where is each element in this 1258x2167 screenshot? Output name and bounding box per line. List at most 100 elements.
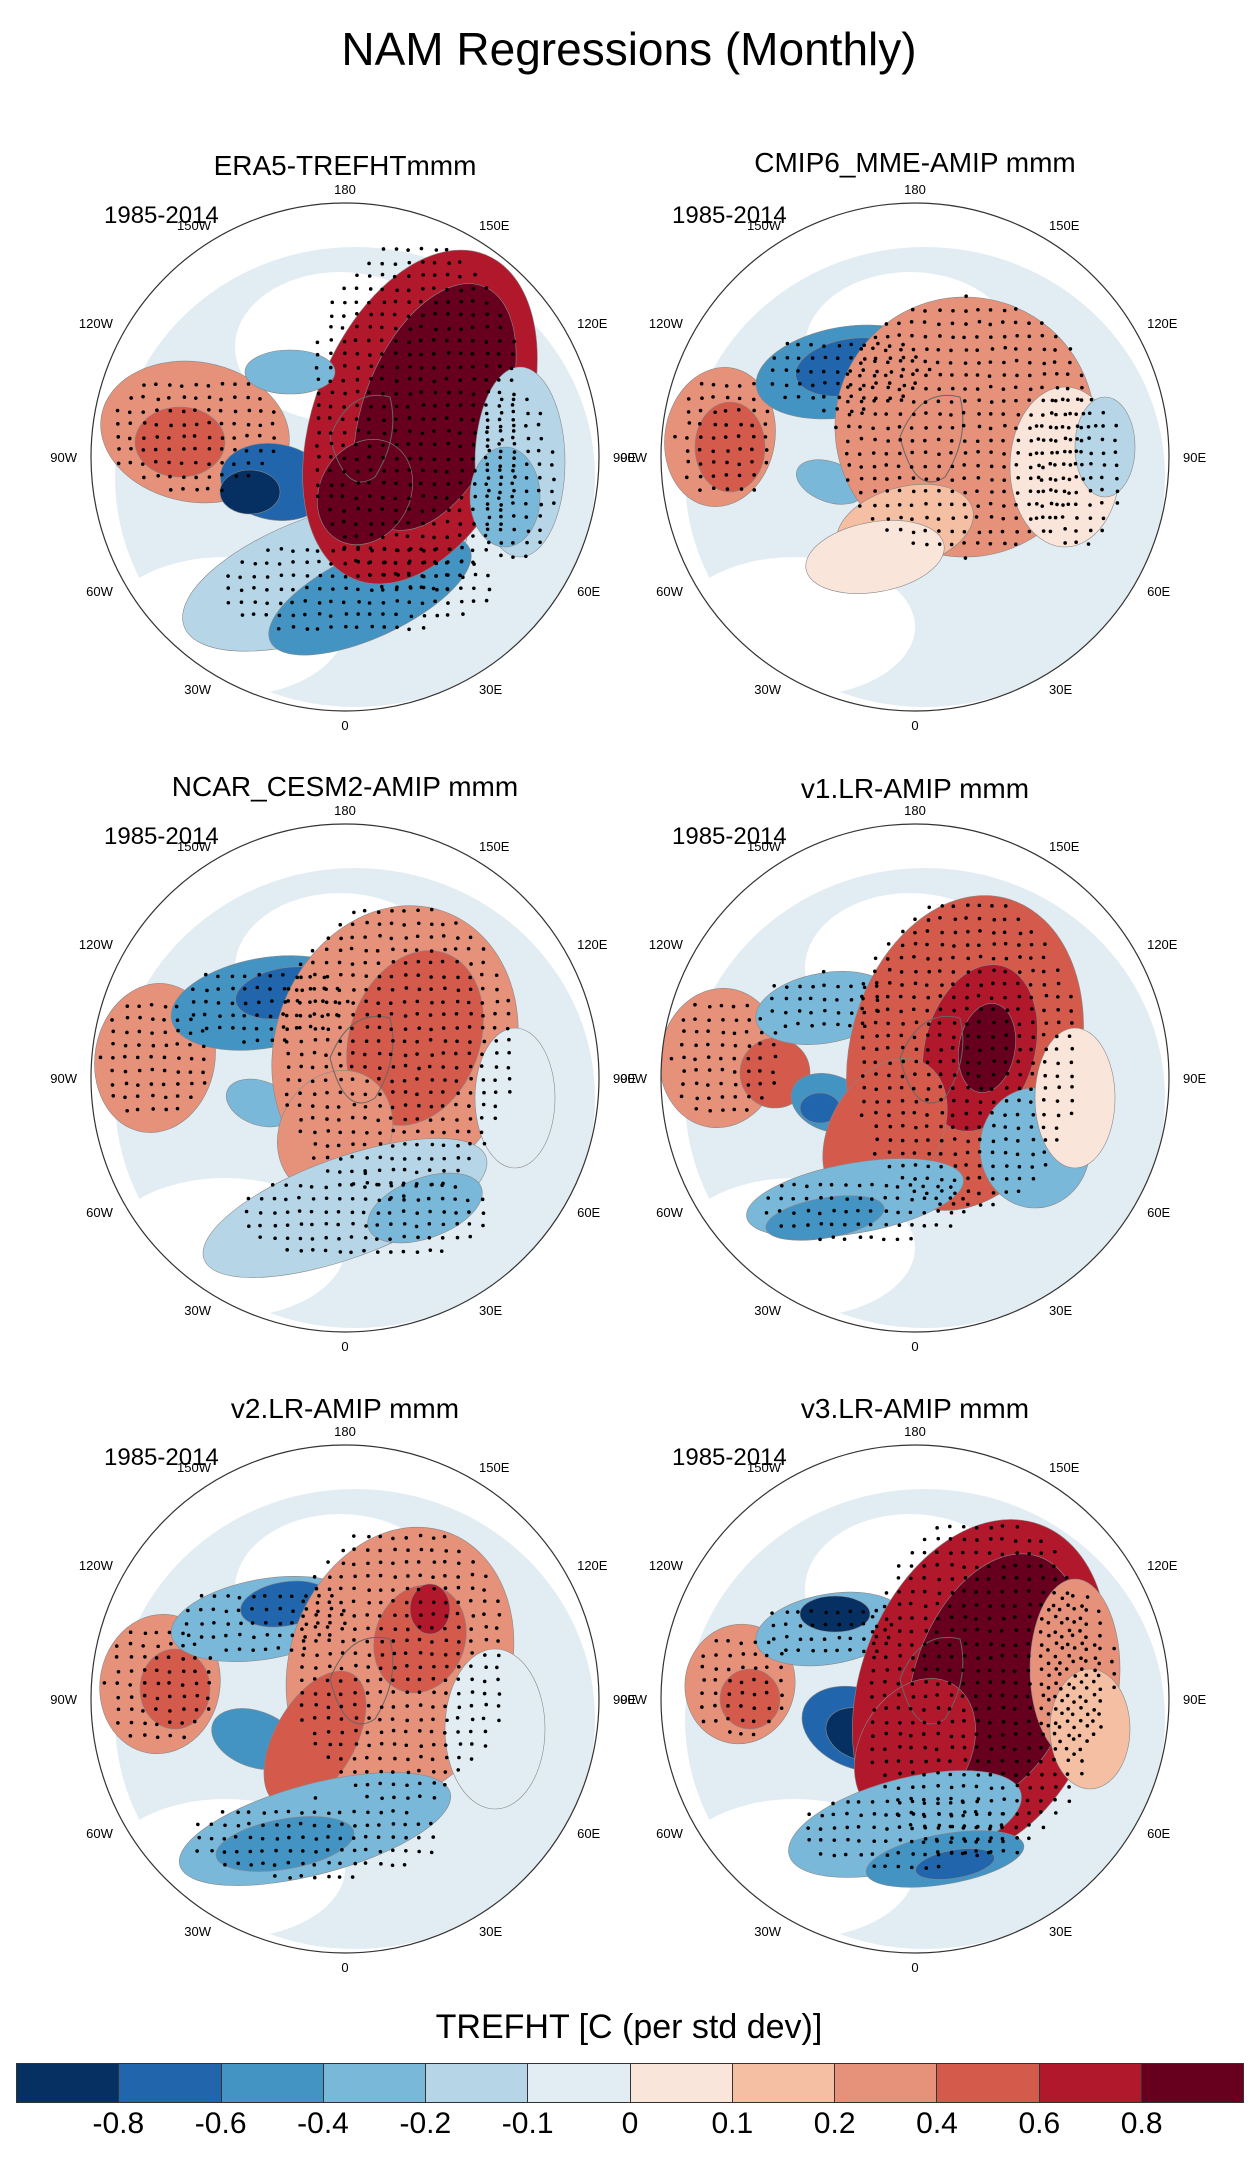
- significance-dot: [937, 502, 942, 507]
- significance-dot: [1027, 1836, 1031, 1841]
- significance-dot: [393, 262, 398, 267]
- significance-dot: [395, 288, 399, 293]
- significance-dot: [470, 1690, 475, 1694]
- significance-dot: [739, 1680, 744, 1685]
- significance-dot: [338, 1090, 343, 1095]
- significance-dot: [1075, 516, 1079, 520]
- significance-dot: [962, 1654, 967, 1658]
- significance-dot: [1055, 450, 1060, 455]
- significance-dot: [259, 1197, 264, 1201]
- significance-dot: [440, 1104, 445, 1108]
- significance-dot: [127, 410, 132, 415]
- significance-dot: [977, 943, 981, 948]
- significance-dot: [366, 1665, 371, 1669]
- significance-dot: [1080, 462, 1084, 467]
- significance-dot: [897, 1801, 902, 1805]
- significance-dot: [898, 1771, 902, 1776]
- significance-dot: [454, 1065, 459, 1070]
- significance-dot: [155, 408, 159, 413]
- significance-dot: [1054, 1785, 1058, 1789]
- significance-dot: [940, 904, 945, 908]
- significance-dot: [1004, 956, 1009, 961]
- significance-dot: [896, 1681, 901, 1686]
- significance-dot: [966, 1176, 970, 1181]
- significance-dot: [259, 448, 263, 453]
- significance-dot: [485, 494, 489, 498]
- period-label: 1985-2014: [672, 1444, 787, 1471]
- significance-dot: [363, 1834, 368, 1839]
- significance-dot: [885, 1007, 890, 1012]
- significance-dot: [354, 496, 359, 501]
- significance-dot: [277, 613, 282, 618]
- significance-dot: [785, 1634, 789, 1639]
- significance-dot: [1041, 1576, 1045, 1580]
- significance-dot: [168, 474, 172, 479]
- significance-dot: [860, 1021, 865, 1026]
- significance-dot: [459, 288, 464, 293]
- significance-dot: [404, 1560, 409, 1564]
- significance-dot: [419, 1547, 424, 1552]
- significance-dot: [314, 1666, 318, 1670]
- significance-dot: [418, 1794, 422, 1799]
- significance-dot: [693, 1057, 697, 1062]
- significance-dot: [925, 942, 929, 947]
- significance-dot: [875, 998, 880, 1003]
- significance-dot: [440, 959, 445, 964]
- significance-dot: [312, 1863, 317, 1867]
- significance-dot: [1042, 983, 1047, 987]
- significance-dot: [341, 1548, 346, 1553]
- significance-dot: [1000, 1524, 1005, 1528]
- significance-dot: [898, 1720, 902, 1725]
- significance-dot: [340, 1822, 344, 1826]
- significance-dot: [925, 1060, 930, 1065]
- significance-dot: [507, 1037, 511, 1042]
- significance-dot: [886, 398, 890, 403]
- significance-dot: [909, 426, 914, 430]
- significance-dot: [1115, 476, 1119, 481]
- significance-dot: [524, 501, 528, 506]
- significance-dot: [910, 1799, 915, 1804]
- significance-dot: [394, 612, 398, 617]
- significance-dot: [1046, 1685, 1051, 1690]
- significance-dot: [338, 1250, 343, 1254]
- significance-dot: [818, 1838, 823, 1842]
- significance-dot: [375, 1237, 379, 1241]
- significance-dot: [481, 1223, 485, 1228]
- significance-dot: [908, 1823, 913, 1827]
- significance-dot: [951, 1086, 955, 1090]
- significance-dot: [1013, 1732, 1018, 1736]
- significance-dot: [874, 1624, 879, 1629]
- colorbar-swatch: [220, 2063, 324, 2103]
- significance-dot: [325, 1144, 330, 1148]
- significance-dot: [989, 1786, 994, 1791]
- significance-dot: [810, 356, 815, 360]
- significance-dot: [355, 377, 360, 382]
- coastline: [329, 394, 394, 483]
- significance-dot: [350, 1051, 355, 1055]
- significance-dot: [167, 1681, 171, 1685]
- significance-dot: [363, 1092, 368, 1097]
- significance-dot: [960, 1550, 965, 1555]
- significance-dot: [299, 1039, 304, 1044]
- significance-dot: [1054, 1811, 1058, 1815]
- significance-dot: [433, 547, 437, 552]
- significance-dot: [770, 1611, 774, 1615]
- significance-dot: [417, 1103, 421, 1108]
- significance-dot: [924, 386, 928, 391]
- significance-dot: [243, 1001, 248, 1006]
- significance-dot: [268, 973, 273, 978]
- significance-dot: [421, 468, 425, 473]
- significance-dot: [974, 1732, 979, 1737]
- significance-dot: [831, 1801, 835, 1806]
- significance-dot: [976, 1074, 981, 1079]
- significance-dot: [1026, 1654, 1031, 1658]
- significance-dot: [355, 273, 359, 278]
- significance-dot: [829, 1182, 834, 1187]
- significance-dot: [822, 983, 826, 988]
- significance-dot: [950, 425, 955, 430]
- longitude-label: 60E: [1147, 584, 1170, 599]
- longitude-label: 90W: [620, 1692, 647, 1707]
- significance-dot: [366, 1626, 370, 1631]
- significance-dot: [481, 960, 485, 965]
- significance-dot: [367, 508, 372, 512]
